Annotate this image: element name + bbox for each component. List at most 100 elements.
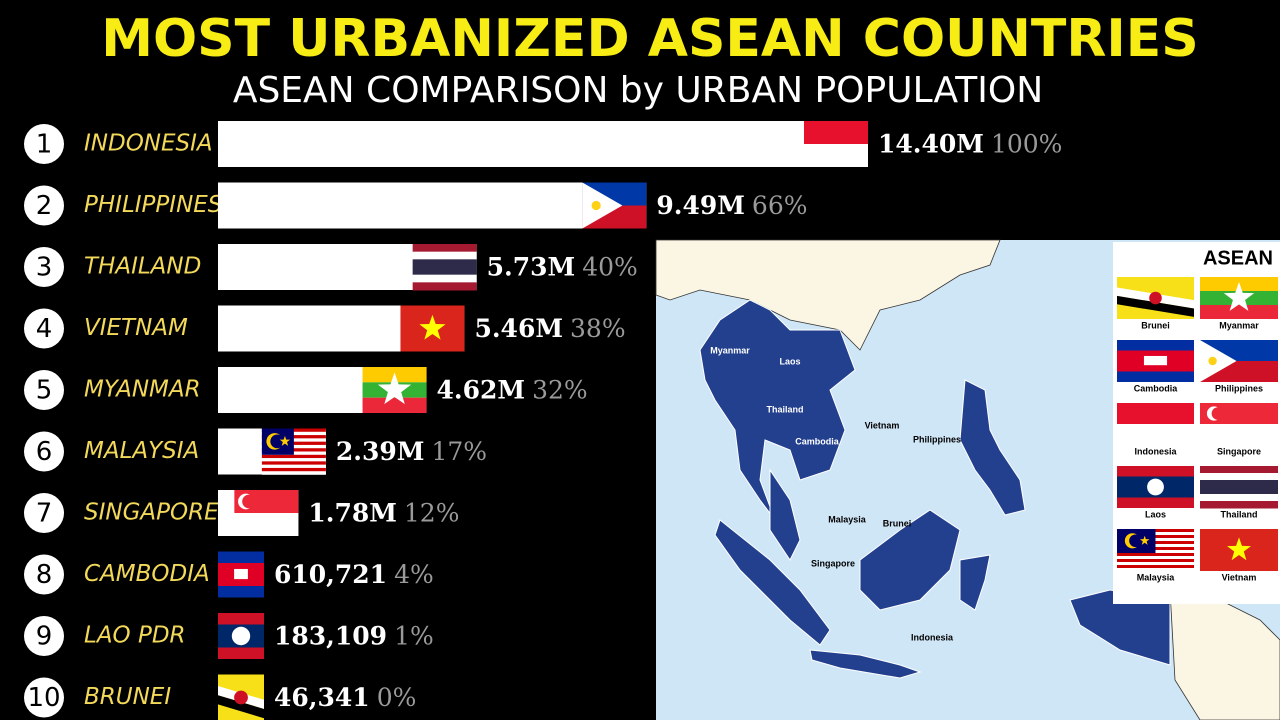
flag-part — [1117, 559, 1194, 563]
map-label: Indonesia — [911, 632, 954, 642]
flag-part — [1211, 407, 1225, 420]
flag-part — [234, 513, 299, 536]
value-label: 9.49M — [656, 191, 745, 220]
percent-label: 66% — [752, 191, 808, 220]
flag-star — [1227, 537, 1251, 561]
flag-part — [1200, 424, 1278, 445]
flag-star — [279, 435, 291, 446]
category-label: PHILIPPINES — [84, 192, 222, 218]
legend-item: Cambodia — [1117, 340, 1194, 393]
flag-part — [591, 200, 601, 211]
category-label: BRUNEI — [84, 684, 171, 710]
rank-badge — [24, 308, 64, 349]
bar-flag — [218, 674, 264, 720]
legend-item: Vietnam — [1200, 529, 1278, 582]
flag-part — [261, 464, 326, 469]
flag-part — [261, 467, 326, 472]
bar-row: 7 SINGAPORE 1.78M 12% — [24, 490, 459, 536]
flag-star — [419, 314, 446, 340]
chart-subtitle: ASEAN COMPARISON by URBAN POPULATION — [233, 70, 1043, 111]
percent-label: 38% — [570, 314, 626, 343]
rank-label: 9 — [36, 622, 53, 652]
bar — [218, 121, 868, 167]
legend-label: Singapore — [1217, 446, 1261, 456]
map-label: Brunei — [883, 518, 912, 528]
flag-part — [1117, 371, 1194, 382]
value-label: 1.78M — [308, 499, 397, 528]
category-label: SINGAPORE — [84, 500, 219, 526]
value-label: 14.40M — [878, 130, 984, 159]
flag-part — [234, 690, 248, 705]
rank-label: 2 — [36, 191, 53, 221]
percent-label: 12% — [404, 499, 460, 528]
flag-part — [218, 695, 264, 719]
map-label: Philippines — [913, 434, 961, 444]
flag-star — [1139, 535, 1150, 545]
category-label: THAILAND — [84, 254, 201, 280]
rank-label: 8 — [36, 560, 53, 590]
flag-star — [1223, 282, 1255, 311]
legend-title: ASEAN — [1203, 247, 1273, 269]
flag-part — [1149, 291, 1162, 305]
rank-label: 5 — [36, 376, 53, 406]
flag-part — [1117, 565, 1194, 569]
borneo — [859, 509, 961, 611]
legend-item: Malaysia — [1117, 529, 1194, 582]
bar-flag — [362, 367, 427, 413]
bar-flag — [218, 613, 264, 659]
value-label: 46,341 — [274, 683, 370, 712]
rank-label: 7 — [36, 499, 53, 529]
flag-part — [261, 461, 326, 465]
papua — [1069, 589, 1171, 666]
rank-badge — [24, 554, 64, 595]
sulawesi — [959, 554, 991, 611]
legend-label: Malaysia — [1137, 572, 1176, 582]
flag-part — [1208, 356, 1217, 366]
flag-part — [1200, 480, 1278, 488]
percent-label: 1% — [394, 622, 434, 651]
mainland-sea — [699, 299, 856, 521]
rank-badge — [24, 247, 64, 287]
flag-part — [1117, 424, 1194, 445]
flag-part — [1200, 466, 1278, 474]
legend-label: Thailand — [1220, 509, 1257, 519]
value-label: 5.46M — [474, 314, 563, 343]
flag-part — [1117, 295, 1194, 317]
bar-row: 6 MALAYSIA 2.39M 17% — [24, 428, 487, 475]
flag-part — [1200, 305, 1278, 319]
bar-row: 10 BRUNEI 46,341 0% — [24, 674, 416, 720]
value-label: 610,721 — [274, 560, 387, 589]
legend-label: Philippines — [1215, 383, 1263, 393]
bar-flag — [582, 182, 647, 229]
percent-label: 40% — [582, 253, 638, 282]
flag-part — [412, 267, 477, 276]
rank-label: 6 — [36, 437, 53, 467]
flag-part — [1117, 466, 1194, 477]
map-label: Cambodia — [795, 436, 840, 446]
bar-row: 9 LAO PDR 183,109 1% — [24, 613, 434, 659]
chart-title: MOST URBANIZED ASEAN COUNTRIES — [101, 9, 1199, 69]
map-label: Myanmar — [710, 345, 750, 355]
java — [809, 649, 922, 679]
flag-part — [1117, 403, 1194, 424]
rank-label: 3 — [36, 253, 53, 283]
bar-row: 2 PHILIPPINES 9.49M 66% — [24, 182, 808, 229]
flag-part — [234, 568, 248, 580]
bar-flag — [412, 244, 477, 291]
flag-part — [804, 121, 868, 144]
category-label: LAO PDR — [84, 623, 186, 649]
flag-part — [412, 282, 477, 291]
value-label: 183,109 — [274, 622, 387, 651]
legend-label: Indonesia — [1134, 446, 1177, 456]
flag-part — [218, 551, 264, 563]
value-label: 4.62M — [437, 376, 526, 405]
flag-part — [1200, 494, 1278, 502]
rank-badge — [24, 493, 64, 533]
flag-part — [1117, 556, 1194, 560]
sumatra — [714, 519, 831, 646]
flag-part — [1200, 487, 1278, 495]
flag-part — [1117, 568, 1194, 572]
legend-item: Myanmar — [1200, 277, 1278, 330]
flag-part — [261, 471, 326, 475]
